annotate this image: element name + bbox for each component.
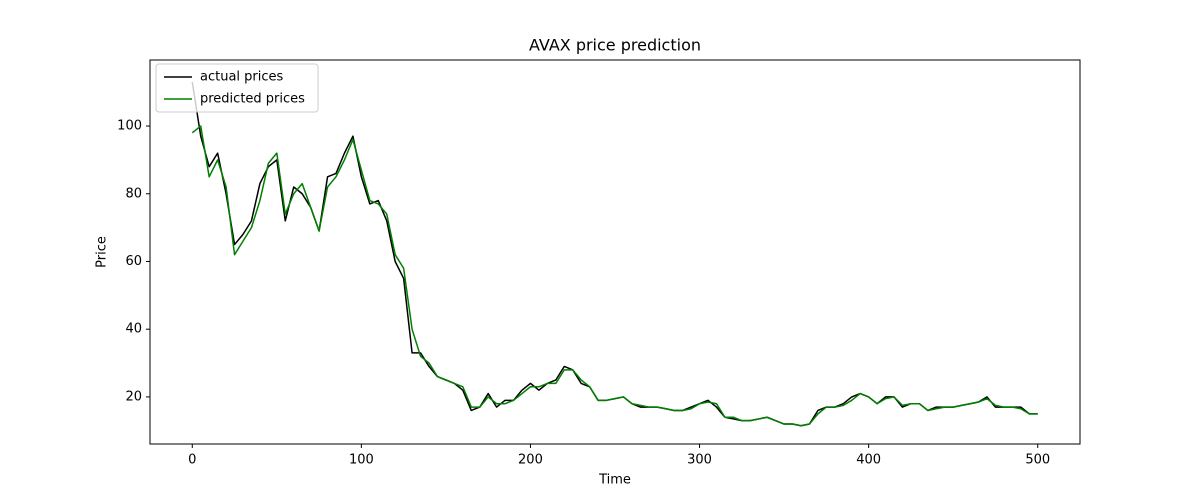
y-tick-label: 20 xyxy=(125,389,142,404)
x-tick-label: 300 xyxy=(687,453,712,468)
legend-label: actual prices xyxy=(200,70,284,85)
y-tick-label: 100 xyxy=(117,119,142,134)
x-axis-label: Time xyxy=(598,473,631,488)
series-line xyxy=(191,125,1038,427)
x-tick-label: 0 xyxy=(188,453,196,468)
chart-title: AVAX price prediction xyxy=(529,36,701,55)
x-tick-label: 400 xyxy=(856,453,881,468)
y-tick-label: 60 xyxy=(125,254,142,269)
y-tick-label: 40 xyxy=(125,322,142,337)
legend-box xyxy=(155,63,319,113)
legend-label: predicted prices xyxy=(200,92,305,107)
plot-area xyxy=(149,59,1081,445)
series-line xyxy=(191,81,1038,427)
x-tick-label: 200 xyxy=(518,453,543,468)
y-axis-label: Price xyxy=(95,236,110,268)
y-tick-label: 80 xyxy=(125,186,142,201)
x-tick-label: 500 xyxy=(1025,453,1050,468)
x-tick-label: 100 xyxy=(349,453,374,468)
